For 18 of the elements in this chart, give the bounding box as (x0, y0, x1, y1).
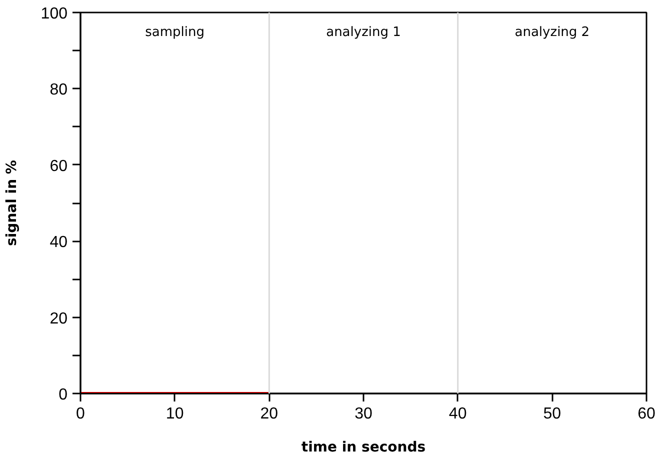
x-tick-label: 10 (166, 406, 184, 422)
annotation: analyzing 2 (514, 25, 590, 40)
x-tick-label: 60 (638, 406, 656, 422)
y-tick-label: 40 (50, 234, 68, 252)
x-tick-label: 30 (354, 406, 372, 422)
y-tick-label: 100 (40, 6, 68, 22)
x-tick-label: 50 (543, 406, 562, 422)
y-tick-label: 80 (50, 82, 68, 99)
y-axis-title: signal in % (4, 160, 20, 246)
x-tick-label: 40 (448, 406, 467, 422)
annotation: analyzing 1 (326, 25, 401, 40)
x-tick-label: 20 (260, 406, 278, 422)
y-tick-label: 20 (50, 310, 68, 328)
x-tick-label: 0 (76, 406, 86, 422)
y-tick-label: 0 (58, 386, 68, 404)
y-tick-label: 60 (50, 158, 68, 175)
x-axis-title: time in seconds (301, 440, 426, 456)
annotation: sampling (145, 25, 205, 40)
